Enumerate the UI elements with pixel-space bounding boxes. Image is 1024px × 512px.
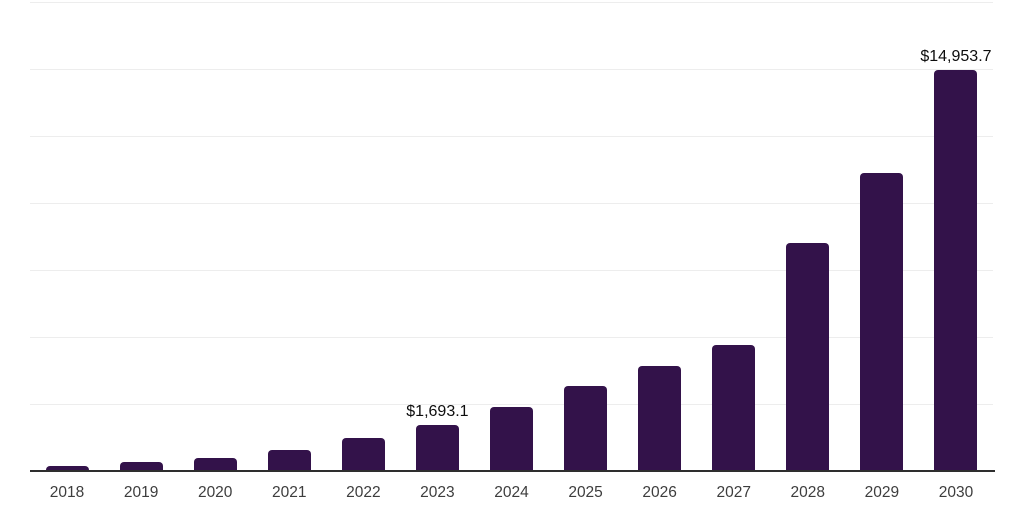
- gridline-15000: [30, 68, 993, 70]
- gridline-10000: [30, 202, 993, 204]
- bar-2030[interactable]: [934, 69, 978, 471]
- bar-2025[interactable]: [564, 386, 608, 471]
- x-tick-2025: 2025: [568, 484, 603, 501]
- x-axis-line: [30, 469, 995, 472]
- value-label-2030: $14,953.7: [920, 47, 992, 65]
- bar-2020[interactable]: [193, 458, 237, 471]
- x-tick-2022: 2022: [346, 484, 381, 501]
- bar-2024[interactable]: [490, 406, 533, 471]
- x-tick-2028: 2028: [790, 484, 826, 501]
- bar-2021[interactable]: [267, 449, 311, 471]
- bar-2018[interactable]: [45, 466, 89, 471]
- gridline-5000: [30, 336, 993, 338]
- bar-2019[interactable]: [119, 462, 163, 471]
- x-tick-2030: 2030: [938, 484, 974, 501]
- x-tick-2027: 2027: [716, 484, 751, 501]
- bar-2023[interactable]: [415, 425, 459, 471]
- gridline-7500: [30, 269, 993, 271]
- x-tick-2029: 2029: [864, 484, 900, 501]
- gridline-2500: [30, 403, 993, 405]
- x-tick-2024: 2024: [494, 484, 529, 501]
- gridline-12500: [30, 135, 993, 137]
- gridline-17500: [30, 1, 993, 3]
- x-tick-2019: 2019: [123, 484, 159, 501]
- bar-2029[interactable]: [860, 173, 904, 471]
- x-tick-2026: 2026: [642, 484, 677, 501]
- bar-2026[interactable]: [638, 365, 682, 471]
- x-tick-2020: 2020: [197, 484, 233, 501]
- x-tick-2021: 2021: [272, 484, 307, 501]
- value-label-2023: $1,693.1: [406, 403, 469, 421]
- bar-2028[interactable]: [786, 242, 830, 471]
- bar-2027[interactable]: [712, 345, 756, 471]
- bar-2022[interactable]: [341, 438, 385, 471]
- x-tick-2018: 2018: [49, 484, 85, 501]
- x-tick-2023: 2023: [420, 484, 455, 501]
